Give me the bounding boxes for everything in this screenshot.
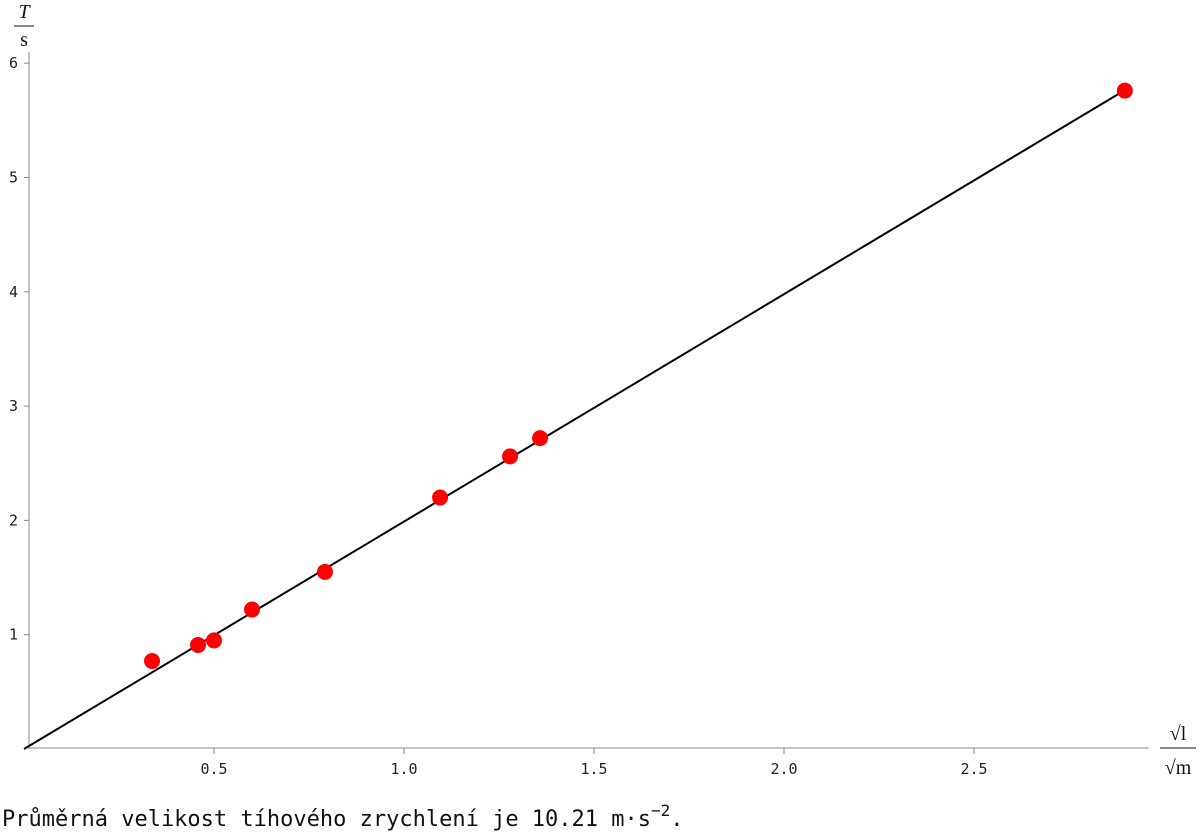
y-tick-label: 3 xyxy=(9,397,18,415)
point xyxy=(532,430,549,447)
y-label-denominator: s xyxy=(20,29,28,51)
x-tick-label: 1.5 xyxy=(580,760,607,778)
y-tick-label: 1 xyxy=(9,626,18,644)
point xyxy=(1116,82,1133,99)
point xyxy=(206,632,222,649)
point xyxy=(502,448,519,465)
y-label-numerator: T xyxy=(18,1,31,23)
y-tick-label: 5 xyxy=(9,169,18,187)
x-tick-label: 1.0 xyxy=(390,760,417,778)
x-tick-label: 0.5 xyxy=(200,760,227,778)
point xyxy=(190,636,207,653)
point xyxy=(144,652,161,669)
caption-superscript: −2 xyxy=(651,801,670,820)
x-label-numerator: √l xyxy=(1170,723,1187,745)
x-tick-label: 2.5 xyxy=(960,760,987,778)
caption: Průměrná velikost tíhového zrychlení je … xyxy=(2,801,684,832)
point xyxy=(244,601,260,618)
caption-text: Průměrná velikost tíhového zrychlení je … xyxy=(2,806,651,832)
y-tick-label: 2 xyxy=(9,511,18,529)
caption-end: . xyxy=(670,807,683,832)
point xyxy=(432,489,449,506)
y-tick-label: 6 xyxy=(9,54,18,72)
x-label-denominator: √m xyxy=(1165,757,1192,779)
point xyxy=(316,563,333,580)
y-tick-label: 4 xyxy=(9,283,18,301)
fit-line xyxy=(23,88,1127,750)
x-tick-label: 2.0 xyxy=(770,760,797,778)
